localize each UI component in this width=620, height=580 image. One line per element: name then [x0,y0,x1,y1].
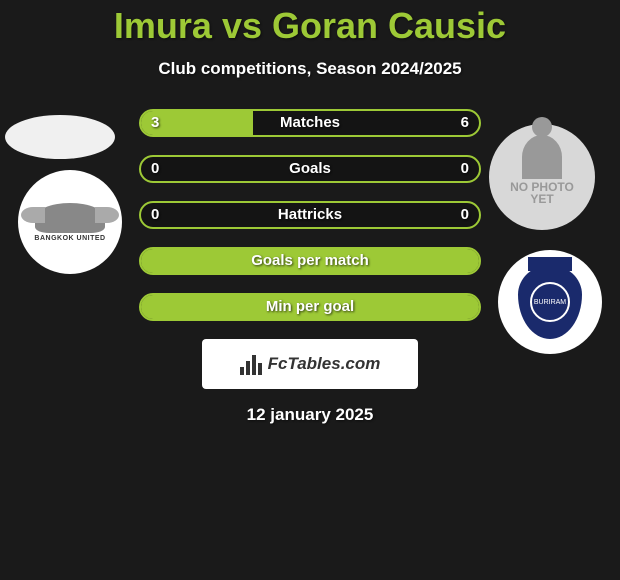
club-right-name: BURIRAM [530,282,570,322]
player-left-photo [5,115,115,159]
stat-label: Goals per match [141,249,479,273]
club-right-badge: BURIRAM [498,250,602,354]
stat-label: Matches [141,111,479,135]
stat-row-goals-per-match: Goals per match [139,247,481,275]
silhouette-icon [522,135,562,179]
stat-right-value: 0 [461,203,469,227]
club-right-logo-icon: BURIRAM [518,265,582,339]
club-left-name: BANGKOK UNITED [34,235,105,242]
branding-box[interactable]: FcTables.com [202,339,418,389]
chart-icon [240,353,262,375]
page-title: Imura vs Goran Causic [10,5,610,47]
stat-row-matches: 3Matches6 [139,109,481,137]
player-right-photo: NO PHOTOYET [489,124,595,230]
stat-row-min-per-goal: Min per goal [139,293,481,321]
stat-right-value: 6 [461,111,469,135]
club-left-badge: BANGKOK UNITED [18,170,122,274]
stat-row-hattricks: 0Hattricks0 [139,201,481,229]
stat-label: Min per goal [141,295,479,319]
stat-label: Hattricks [141,203,479,227]
stat-row-goals: 0Goals0 [139,155,481,183]
stat-label: Goals [141,157,479,181]
nophoto-label: NO PHOTOYET [510,181,574,205]
branding-text: FcTables.com [268,354,381,374]
club-left-logo-icon [35,203,105,233]
subtitle: Club competitions, Season 2024/2025 [10,59,610,79]
date-label: 12 january 2025 [10,405,610,425]
stat-right-value: 0 [461,157,469,181]
